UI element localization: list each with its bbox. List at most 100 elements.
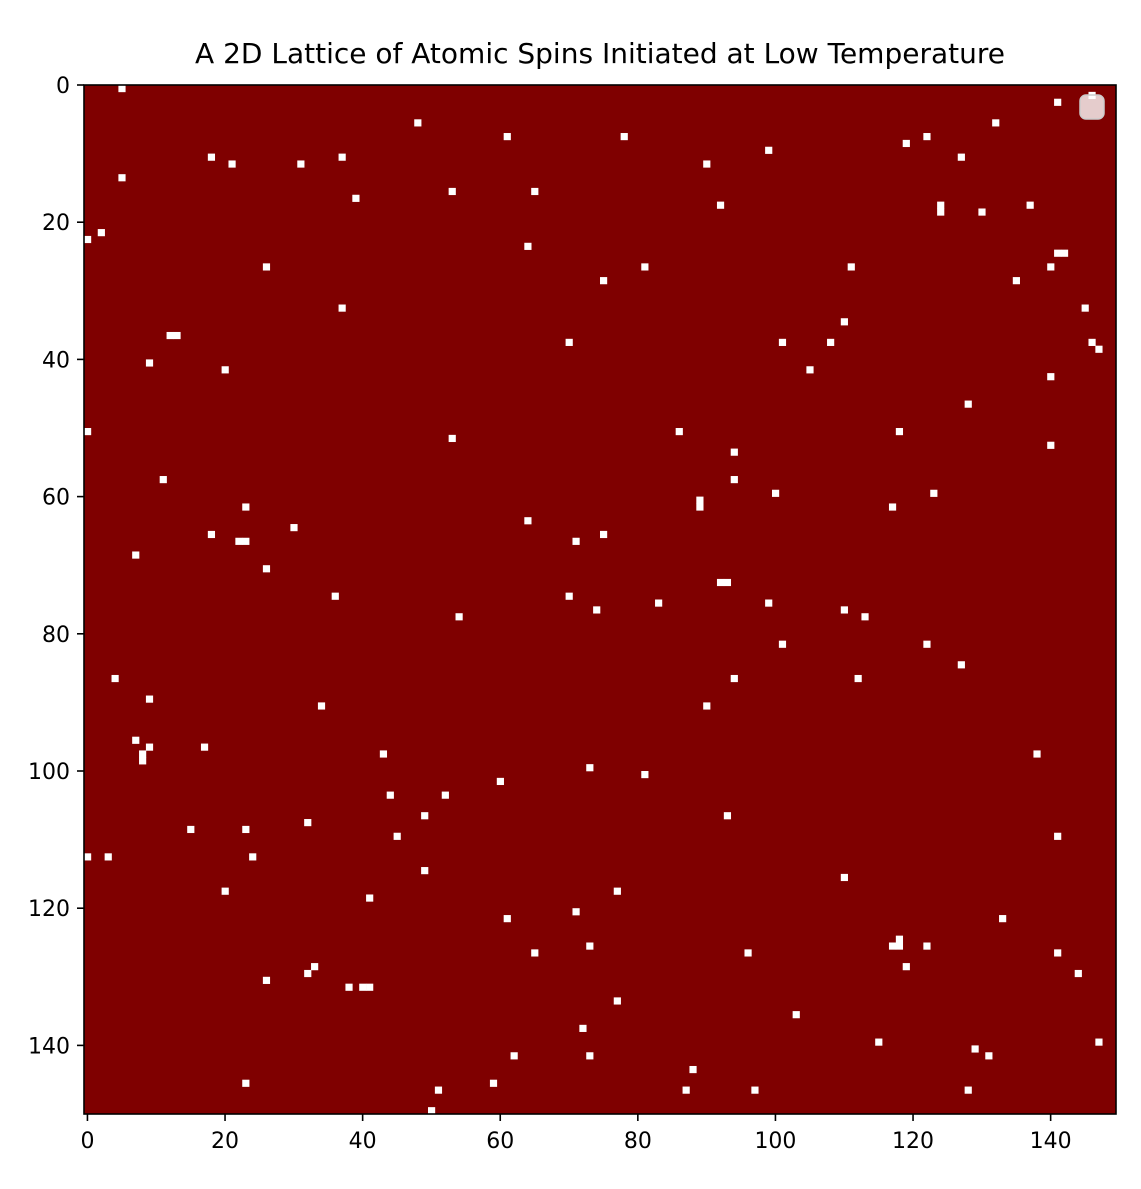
flipped-spin-cell <box>723 812 732 820</box>
flipped-spin-cell <box>999 915 1007 923</box>
flipped-spin-cell <box>235 537 243 545</box>
flipped-spin-cell <box>173 331 181 340</box>
flipped-spin-cell <box>978 208 986 216</box>
flipped-spin-cell <box>937 201 945 209</box>
flipped-spin-cell <box>1054 249 1062 257</box>
flipped-spin-cell <box>565 592 573 600</box>
flipped-spin-cell <box>723 578 732 587</box>
flipped-spin-cell <box>1088 338 1096 346</box>
flipped-spin-cell <box>957 153 965 161</box>
flipped-spin-cell <box>888 503 897 511</box>
flipped-spin-cell <box>957 661 965 669</box>
flipped-spin-cell <box>448 434 456 443</box>
flipped-spin-cell <box>572 908 580 916</box>
flipped-spin-cell <box>531 949 539 957</box>
flipped-spin-cell <box>888 942 897 950</box>
flipped-spin-cell <box>923 133 931 141</box>
flipped-spin-cell <box>510 1052 518 1060</box>
flipped-spin-cell <box>132 736 140 744</box>
flipped-spin-cell <box>765 146 773 154</box>
flipped-spin-cell <box>421 812 429 820</box>
flipped-spin-cell <box>187 825 195 834</box>
flipped-spin-cell <box>689 1065 697 1074</box>
y-tick-label: 100 <box>28 760 70 785</box>
flipped-spin-cell <box>338 153 346 161</box>
flipped-spin-cell <box>792 1011 800 1019</box>
flipped-spin-cell <box>379 750 388 758</box>
flipped-spin-cell <box>366 894 374 902</box>
flipped-spin-cell <box>207 153 216 161</box>
flipped-spin-cell <box>902 963 910 971</box>
flipped-spin-cell <box>716 201 725 209</box>
y-tick-label: 0 <box>56 74 70 99</box>
flipped-spin-cell <box>703 702 711 710</box>
flipped-spin-cell <box>778 338 787 346</box>
flipped-spin-cell <box>579 1024 587 1032</box>
flipped-spin-cell <box>1012 277 1020 285</box>
flipped-spin-cell <box>937 208 945 216</box>
flipped-spin-cell <box>242 825 250 834</box>
flipped-spin-cell <box>139 757 147 765</box>
flipped-spin-cell <box>200 743 209 751</box>
flipped-spin-cell <box>875 1038 883 1046</box>
flipped-spin-cell <box>366 983 374 991</box>
flipped-spin-cell <box>778 640 787 648</box>
x-tick-label: 120 <box>892 1129 934 1154</box>
flipped-spin-cell <box>971 1045 979 1053</box>
flipped-spin-cell <box>1081 304 1089 312</box>
flipped-spin-cell <box>84 235 92 244</box>
flipped-spin-cell <box>744 949 752 957</box>
flipped-spin-cell <box>455 613 463 621</box>
flipped-spin-cell <box>262 565 271 573</box>
x-tick-label: 100 <box>754 1129 796 1154</box>
flipped-spin-cell <box>1047 263 1055 271</box>
y-tick-label: 140 <box>28 1034 70 1059</box>
flipped-spin-cell <box>414 119 422 127</box>
flipped-spin-cell <box>1026 201 1034 209</box>
flipped-spin-cell <box>228 160 236 168</box>
flipped-spin-cell <box>840 606 848 614</box>
flipped-spin-cell <box>923 640 931 648</box>
flipped-spin-cell <box>641 263 649 271</box>
flipped-spin-cell <box>145 359 154 367</box>
x-axis: 0 20 40 60 80 100 120 140 <box>80 1114 1072 1154</box>
flipped-spin-cell <box>1054 832 1062 840</box>
flipped-spin-cell <box>393 832 401 840</box>
flipped-spin-cell <box>441 791 449 799</box>
flipped-spin-cell <box>751 1086 759 1094</box>
chart-title: A 2D Lattice of Atomic Spins Initiated a… <box>195 37 1005 70</box>
flipped-spin-cell <box>386 791 394 799</box>
flipped-spin-cell <box>895 935 904 943</box>
flipped-spin-cell <box>1074 969 1082 978</box>
flipped-spin-cell <box>166 331 174 340</box>
flipped-spin-cell <box>675 428 683 436</box>
x-tick-label: 40 <box>349 1129 377 1154</box>
flipped-spin-cell <box>489 1079 498 1087</box>
flipped-spin-cell <box>847 263 855 271</box>
x-tick-label: 60 <box>486 1129 514 1154</box>
flipped-spin-cell <box>262 976 271 984</box>
flipped-spin-cell <box>145 695 154 703</box>
y-tick-label: 40 <box>42 348 70 373</box>
flipped-spin-cell <box>359 983 367 991</box>
flipped-spin-cell <box>145 743 154 751</box>
flipped-spin-cell <box>290 524 298 532</box>
flipped-spin-cell <box>765 599 773 607</box>
flipped-spin-cell <box>964 1086 972 1094</box>
flipped-spin-cell <box>840 318 848 326</box>
flipped-spin-cell <box>696 503 704 511</box>
legend-box <box>1079 94 1105 120</box>
flipped-spin-cell <box>159 476 167 484</box>
flipped-spin-cell <box>448 187 456 196</box>
flipped-spin-cell <box>1054 98 1062 106</box>
y-tick-label: 20 <box>42 211 70 236</box>
flipped-spin-cell <box>655 599 663 607</box>
flipped-spin-cell <box>600 277 608 285</box>
flipped-spin-cell <box>262 263 271 271</box>
flipped-spin-cell <box>985 1052 993 1060</box>
flipped-spin-cell <box>730 448 738 456</box>
flipped-spin-cell <box>641 771 649 779</box>
flipped-spin-cell <box>930 489 938 497</box>
flipped-spin-cell <box>1060 249 1069 257</box>
